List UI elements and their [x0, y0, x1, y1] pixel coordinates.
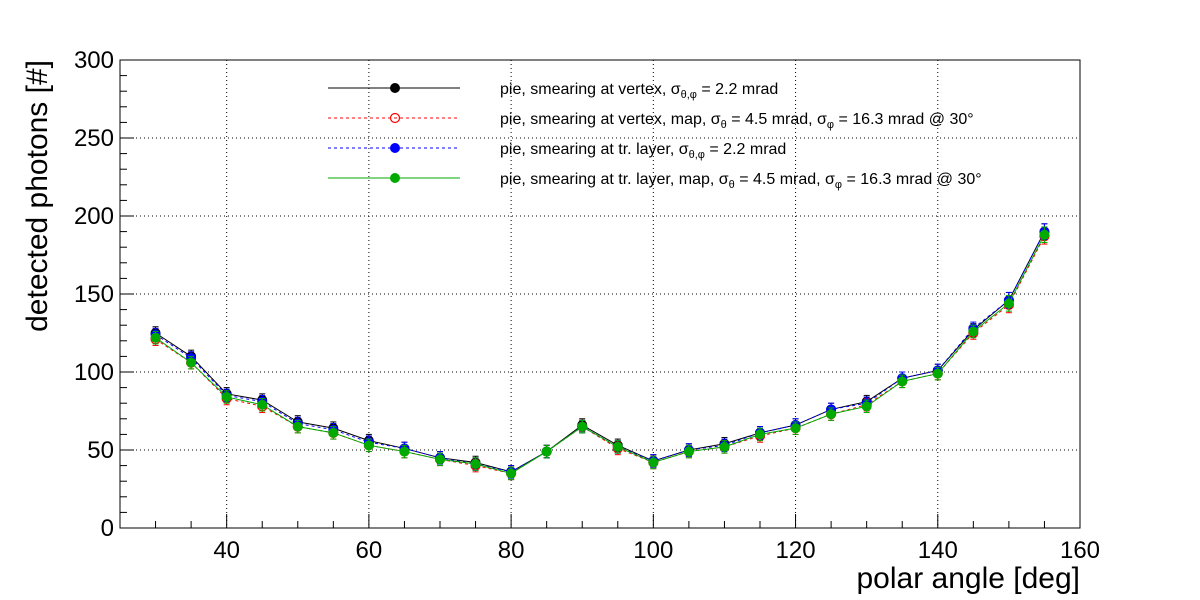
legend-label: pie, smearing at tr. layer, σθ,φ = 2.2 m…	[500, 141, 786, 161]
legend-text-part: pie, smearing at tr. layer, map,	[500, 171, 719, 188]
data-point	[435, 454, 445, 465]
legend-subscript: θ,φ	[681, 89, 697, 101]
legend-entry-1: pie, smearing at vertex, σθ,φ = 2.2 mrad	[328, 81, 778, 101]
grid	[120, 60, 1080, 528]
data-point	[399, 446, 410, 457]
legend-subscript: θ	[721, 119, 727, 131]
legend-label: pie, smearing at vertex, map, σθ = 4.5 m…	[500, 111, 974, 131]
legend-text-part: σ	[671, 81, 681, 98]
data-point	[186, 357, 197, 368]
x-tick-label: 160	[1060, 537, 1100, 564]
y-tick-label: 50	[87, 437, 114, 464]
axes: 40 60 80 100 120 140 160 0 50 100 150 200 250 300	[74, 47, 1100, 564]
data-point	[470, 459, 481, 470]
legend-marker	[389, 112, 401, 124]
y-tick-label: 250	[74, 125, 114, 152]
data-point	[861, 401, 872, 412]
legend-subscript: φ	[827, 119, 834, 131]
x-axis-title: polar angle [deg]	[856, 562, 1080, 595]
legend-label: pie, smearing at vertex, σθ,φ = 2.2 mrad	[500, 81, 778, 101]
legend-text-part: = 16.3 mrad @ 30°	[834, 111, 974, 128]
y-tick-label: 0	[101, 515, 114, 542]
legend-marker	[390, 143, 400, 153]
x-tick-label: 40	[213, 537, 240, 564]
legend-text-part: pie, smearing at tr. layer,	[500, 141, 679, 158]
legend-entry-2: pie, smearing at vertex, map, σθ = 4.5 m…	[328, 111, 974, 131]
y-tick-label: 300	[74, 47, 114, 74]
legend-text-part: σ	[817, 111, 827, 128]
series-line	[155, 231, 1045, 473]
x-tick-label: 100	[633, 537, 673, 564]
legend-subscript: θ,φ	[689, 149, 705, 161]
legend-text-part: σ	[719, 171, 729, 188]
legend: pie, smearing at vertex, σθ,φ = 2.2 mrad…	[328, 81, 982, 191]
legend-text-part: pie, smearing at vertex, map,	[500, 111, 711, 128]
legend-subscript: θ	[729, 179, 735, 191]
legend-text-part: = 4.5 mrad,	[735, 171, 825, 188]
legend-text-part: = 2.2 mrad	[697, 81, 778, 98]
series-1	[150, 223, 1050, 479]
data-point	[541, 446, 552, 457]
legend-marker	[390, 173, 400, 183]
legend-marker	[390, 83, 400, 93]
data-point	[932, 368, 943, 379]
data-point	[257, 399, 268, 410]
legend-text-part: = 2.2 mrad	[705, 141, 786, 158]
data-point	[897, 376, 908, 387]
data-point	[150, 332, 161, 343]
x-tick-label: 80	[498, 537, 525, 564]
series-line	[155, 236, 1045, 474]
legend-text-part: σ	[679, 141, 689, 158]
y-tick-label: 100	[74, 359, 114, 386]
legend-text-part: σ	[825, 171, 835, 188]
data-point	[612, 441, 623, 452]
legend-text-part: σ	[711, 111, 721, 128]
series-4	[150, 226, 1050, 481]
legend-entry-3: pie, smearing at tr. layer, σθ,φ = 2.2 m…	[328, 141, 786, 161]
legend-entry-4: pie, smearing at tr. layer, map, σθ = 4.…	[328, 171, 982, 191]
data-point	[221, 391, 232, 402]
x-tick-label: 120	[776, 537, 816, 564]
y-tick-label: 150	[74, 281, 114, 308]
data-point	[968, 326, 979, 337]
y-axis-title: detected photons [#]	[21, 60, 54, 332]
series-line	[155, 234, 1045, 474]
x-tick-label: 140	[918, 537, 958, 564]
x-tick-label: 60	[356, 537, 383, 564]
legend-text-part: = 16.3 mrad @ 30°	[842, 171, 982, 188]
data-point	[363, 440, 374, 451]
series-layer	[150, 223, 1050, 481]
data-point	[826, 409, 837, 420]
data-point	[719, 441, 730, 452]
data-point	[683, 446, 694, 457]
data-point	[790, 423, 801, 434]
legend-text-part: = 4.5 mrad,	[727, 111, 817, 128]
data-point	[1003, 298, 1014, 309]
data-point	[292, 421, 303, 432]
series-3	[150, 223, 1050, 479]
legend-text-part: pie, smearing at vertex,	[500, 81, 671, 98]
legend-label: pie, smearing at tr. layer, map, σθ = 4.…	[500, 171, 982, 191]
data-point	[648, 457, 659, 468]
data-point	[577, 421, 588, 432]
series-2	[150, 227, 1050, 481]
data-point	[506, 468, 517, 479]
data-point	[328, 427, 339, 438]
data-point	[755, 429, 765, 440]
legend-subscript: φ	[835, 179, 842, 191]
series-line	[155, 231, 1045, 473]
data-point	[1039, 229, 1050, 240]
y-tick-label: 200	[74, 203, 114, 230]
